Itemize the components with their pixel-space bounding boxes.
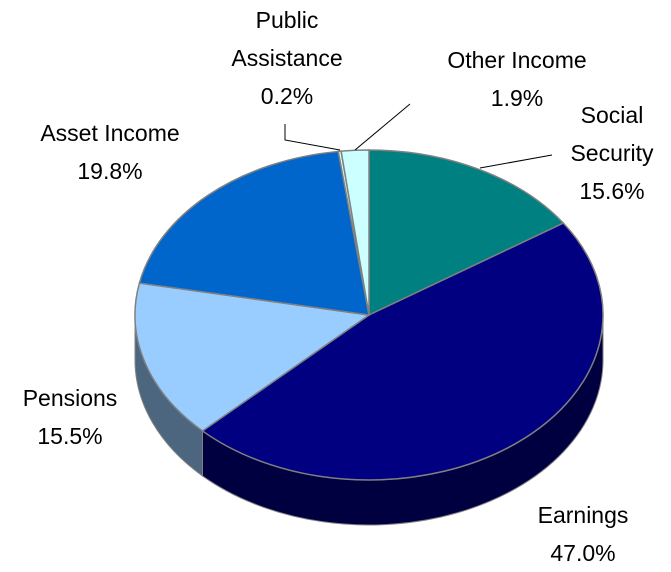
category-name: Asset Income: [40, 120, 180, 146]
slice: [368, 149, 565, 317]
slice: [134, 282, 372, 432]
leader-line: [479, 154, 553, 169]
slice: [138, 150, 370, 316]
category-name: Social Security: [570, 102, 654, 166]
slice: [340, 149, 370, 316]
category-name: Pensions: [22, 385, 118, 411]
slice-label: Social Security 15.6%: [557, 96, 667, 210]
slice-label: Asset Income 19.8%: [0, 114, 220, 190]
slice: [201, 222, 604, 481]
slice-label: Pensions 15.5%: [0, 379, 140, 455]
leader-line: [284, 124, 341, 151]
leader-line: [354, 103, 411, 151]
category-name: Earnings: [537, 502, 629, 528]
slice-label: Other Income 1.9%: [417, 41, 617, 117]
value-label: 0.2%: [260, 83, 314, 109]
category-name: Public Assistance: [231, 7, 343, 71]
value-label: 47.0%: [550, 540, 616, 566]
value-label: 1.9%: [490, 85, 544, 111]
slice-label: Public Assistance 0.2%: [212, 1, 362, 115]
slice-label: Earnings 47.0%: [513, 496, 653, 572]
value-label: 15.6%: [579, 178, 645, 204]
value-label: 15.5%: [37, 423, 103, 449]
value-label: 19.8%: [77, 158, 143, 184]
category-name: Other Income: [447, 47, 587, 73]
